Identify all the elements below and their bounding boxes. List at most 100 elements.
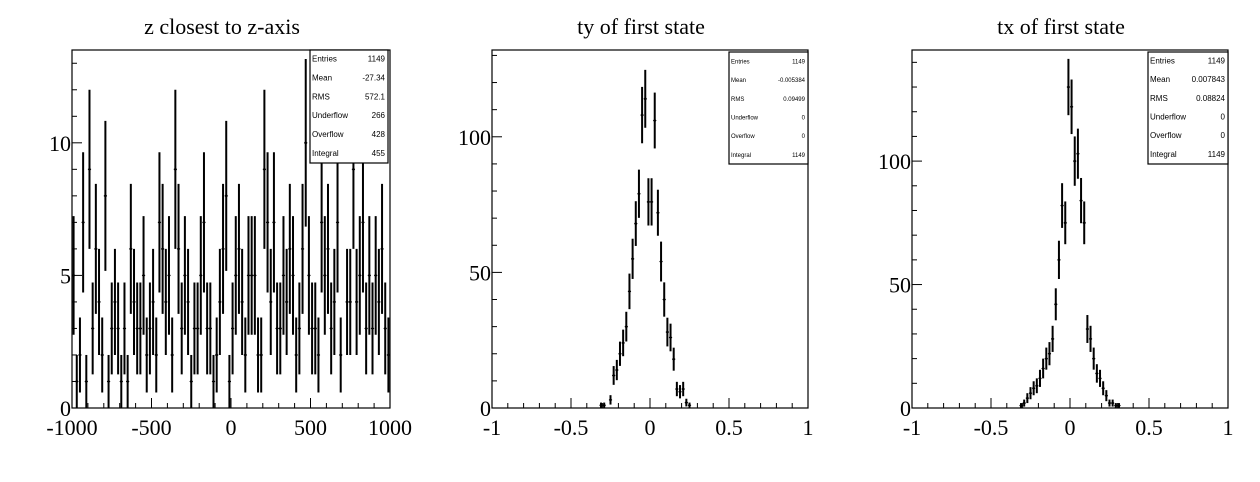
data-point: [643, 69, 647, 128]
data-point: [145, 317, 149, 393]
data-marker: [301, 247, 304, 251]
data-marker: [116, 327, 120, 330]
stats-value: 1149: [792, 60, 806, 66]
data-marker: [1022, 401, 1026, 405]
data-point: [377, 248, 381, 355]
chart-title: tx of first state: [997, 14, 1125, 39]
x-tick-label: 0.5: [715, 415, 743, 440]
y-tick-label: 0: [480, 396, 491, 421]
data-point: [383, 282, 387, 375]
data-marker: [97, 300, 101, 304]
data-marker: [205, 327, 209, 330]
data-point: [612, 366, 616, 385]
data-marker: [291, 274, 295, 277]
x-tick-label: -0.5: [554, 415, 589, 440]
data-marker: [272, 221, 276, 224]
data-marker: [1041, 367, 1045, 370]
data-marker: [1057, 258, 1061, 262]
data-marker: [104, 194, 107, 198]
data-point: [227, 354, 231, 408]
data-point: [618, 341, 622, 366]
stats-label: Integral: [312, 149, 339, 158]
data-point: [1054, 288, 1058, 321]
data-point: [332, 248, 336, 355]
data-marker: [685, 401, 688, 404]
data-point: [218, 248, 222, 355]
data-point: [78, 317, 82, 393]
y-tick-label: 50: [889, 273, 911, 298]
stats-value: 0.09499: [783, 97, 805, 103]
stats-value: 0.08824: [1196, 94, 1225, 103]
x-tick-label: 1000: [368, 415, 412, 440]
data-marker: [371, 327, 374, 330]
data-marker: [1073, 159, 1077, 163]
data-point: [662, 282, 666, 317]
data-marker: [1051, 337, 1054, 341]
data-point: [1092, 347, 1096, 370]
data-marker: [662, 298, 666, 301]
data-marker: [310, 327, 314, 330]
data-point: [91, 282, 95, 375]
data-point: [285, 248, 289, 355]
data-point: [687, 402, 692, 408]
data-marker: [317, 353, 320, 357]
data-point: [196, 282, 200, 375]
data-point: [119, 354, 123, 408]
stats-value: 1149: [1208, 57, 1226, 66]
stats-label: Underflow: [312, 111, 348, 120]
data-marker: [364, 327, 368, 330]
data-point: [129, 183, 133, 314]
data-marker: [247, 274, 250, 277]
data-point: [608, 395, 613, 405]
data-point: [348, 248, 352, 355]
data-point: [1117, 403, 1121, 408]
data-marker: [675, 387, 679, 391]
data-marker: [294, 353, 298, 357]
data-marker: [640, 113, 644, 117]
data-marker: [174, 168, 177, 171]
x-tick-label: 0: [226, 415, 237, 440]
data-marker: [380, 247, 384, 251]
data-point: [367, 216, 371, 335]
data-marker: [1076, 152, 1080, 155]
data-marker: [681, 387, 685, 391]
stats-box-frame: [728, 51, 809, 165]
data-marker: [634, 222, 638, 225]
data-point: [640, 86, 644, 144]
stats-value: 0: [1221, 131, 1226, 140]
data-point: [1038, 369, 1042, 387]
stats-value: 266: [372, 111, 386, 120]
data-marker: [339, 353, 343, 357]
data-point: [1057, 240, 1061, 279]
stats-value: -27.34: [362, 74, 385, 83]
data-marker: [180, 327, 184, 330]
data-point: [75, 354, 79, 408]
data-point: [183, 216, 187, 335]
data-marker: [653, 119, 657, 122]
data-marker: [218, 300, 222, 304]
data-point: [646, 178, 650, 226]
stats-label: Underflow: [731, 116, 759, 122]
stats-box-frame: [1147, 51, 1229, 165]
data-marker: [148, 327, 152, 330]
data-marker: [1108, 401, 1111, 405]
data-point: [170, 317, 174, 393]
data-marker: [609, 398, 612, 402]
data-marker: [307, 274, 311, 277]
data-marker: [355, 300, 358, 304]
stats-label: Underflow: [1150, 113, 1186, 122]
data-marker: [78, 353, 82, 357]
stats-label: Overflow: [312, 130, 344, 139]
data-point: [132, 248, 136, 355]
data-point: [358, 216, 362, 335]
data-marker: [1101, 386, 1105, 390]
data-point: [262, 89, 266, 249]
data-point: [291, 216, 295, 335]
data-marker: [110, 327, 114, 330]
data-point: [1047, 342, 1052, 366]
data-marker: [278, 327, 282, 330]
data-point: [294, 317, 298, 393]
data-point: [1051, 325, 1055, 352]
data-marker: [1114, 404, 1118, 407]
data-marker: [678, 390, 682, 394]
